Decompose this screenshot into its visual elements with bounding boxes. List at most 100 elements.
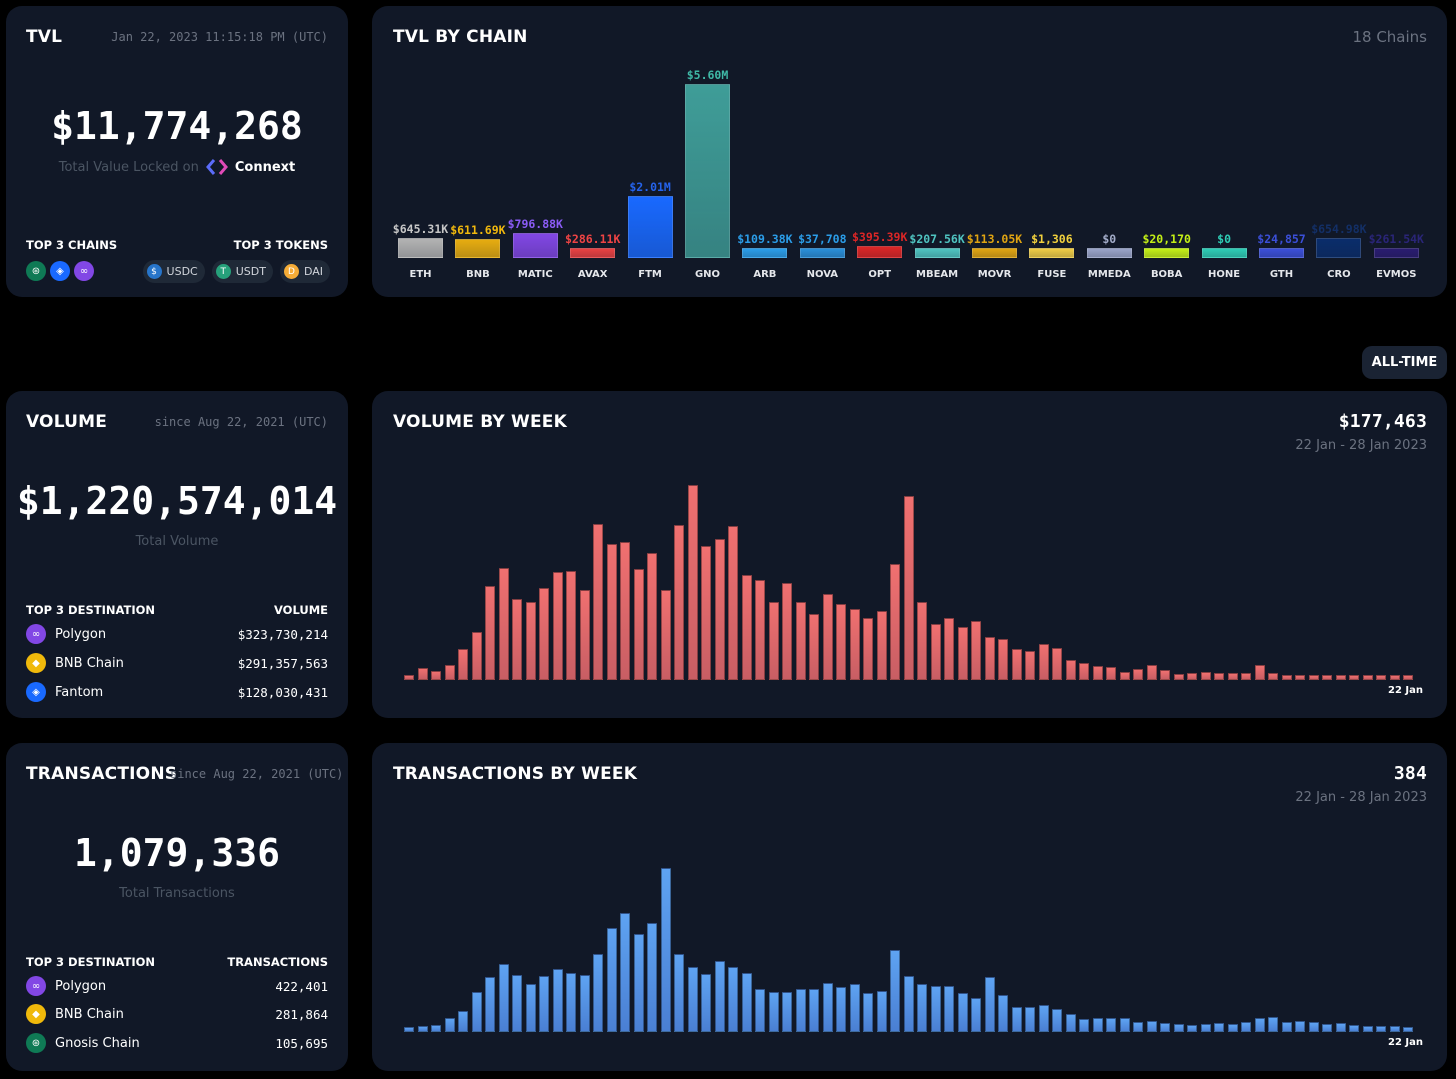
tx-week-bar[interactable] — [1146, 1021, 1157, 1032]
all-time-button[interactable]: ALL-TIME — [1362, 346, 1447, 379]
volume-week-bar[interactable] — [998, 639, 1008, 680]
volume-week-bar[interactable] — [1335, 675, 1346, 680]
chain-bar[interactable] — [685, 84, 730, 258]
tx-week-bar[interactable] — [1335, 1023, 1346, 1032]
volume-week-bar[interactable] — [1038, 644, 1049, 680]
volume-week-bar[interactable] — [971, 621, 981, 680]
tx-week-bar[interactable] — [1119, 1018, 1130, 1032]
tx-week-bar[interactable] — [1106, 1018, 1116, 1032]
volume-week-bar[interactable] — [620, 542, 630, 680]
tx-week-bar[interactable] — [579, 975, 590, 1032]
volume-week-bar[interactable] — [836, 604, 846, 680]
chain-bar[interactable] — [857, 245, 903, 258]
volume-week-bar[interactable] — [471, 632, 482, 680]
tx-week-bar[interactable] — [903, 976, 914, 1032]
tx-week-bar[interactable] — [606, 928, 617, 1032]
tx-week-bar[interactable] — [1065, 1014, 1076, 1032]
volume-week-bar[interactable] — [944, 618, 954, 680]
volume-week-bar[interactable] — [687, 485, 698, 680]
volume-week-bar[interactable] — [957, 627, 968, 680]
chain-bar[interactable] — [1259, 248, 1304, 258]
volume-week-bar[interactable] — [1025, 651, 1035, 680]
tx-week-bar[interactable] — [1349, 1025, 1359, 1032]
tx-week-bar[interactable] — [1038, 1005, 1049, 1032]
volume-week-bar[interactable] — [431, 671, 441, 680]
volume-week-bar[interactable] — [728, 526, 738, 680]
volume-week-bar[interactable] — [1173, 674, 1184, 680]
tx-week-bar[interactable] — [741, 973, 752, 1032]
volume-week-bar[interactable] — [930, 624, 941, 680]
volume-week-bar[interactable] — [863, 618, 873, 680]
tx-week-bar[interactable] — [674, 954, 684, 1032]
tx-week-bar[interactable] — [1308, 1022, 1319, 1032]
volume-week-bar[interactable] — [809, 614, 819, 680]
tx-week-bar[interactable] — [1200, 1024, 1211, 1032]
tx-week-bar[interactable] — [431, 1025, 441, 1032]
tx-week-bar[interactable] — [1227, 1024, 1238, 1032]
chain-bar[interactable] — [1373, 248, 1419, 258]
tx-week-bar[interactable] — [1025, 1007, 1035, 1032]
tx-week-bar[interactable] — [849, 984, 860, 1032]
volume-week-bar[interactable] — [552, 572, 563, 680]
tx-week-bar[interactable] — [498, 964, 509, 1032]
tx-week-bar[interactable] — [1281, 1022, 1292, 1032]
tx-week-bar[interactable] — [1092, 1018, 1103, 1032]
tx-week-bar[interactable] — [1403, 1027, 1413, 1032]
chain-bar[interactable] — [512, 233, 558, 258]
volume-week-bar[interactable] — [1133, 669, 1143, 680]
tx-week-bar[interactable] — [660, 868, 671, 1032]
volume-week-bar[interactable] — [1281, 675, 1292, 680]
chain-bar[interactable] — [1316, 237, 1362, 258]
tx-week-bar[interactable] — [1295, 1021, 1305, 1032]
volume-week-bar[interactable] — [849, 609, 860, 680]
tx-week-bar[interactable] — [1254, 1018, 1265, 1032]
chain-bar[interactable] — [1201, 248, 1247, 258]
tx-week-bar[interactable] — [957, 993, 968, 1032]
tx-week-bar[interactable] — [863, 993, 873, 1032]
tx-week-bar[interactable] — [1362, 1026, 1373, 1032]
tx-week-bar[interactable] — [525, 984, 536, 1032]
volume-week-bar[interactable] — [633, 569, 644, 680]
volume-week-bar[interactable] — [498, 568, 509, 680]
chain-bar[interactable] — [1029, 248, 1075, 258]
volume-week-bar[interactable] — [1214, 673, 1224, 680]
tx-week-bar[interactable] — [1173, 1024, 1184, 1032]
volume-week-bar[interactable] — [1106, 667, 1116, 680]
tx-week-bar[interactable] — [417, 1026, 428, 1032]
tx-week-bar[interactable] — [633, 934, 644, 1032]
tx-week-bar[interactable] — [1187, 1025, 1197, 1032]
chain-bar[interactable] — [570, 248, 616, 258]
volume-week-bar[interactable] — [1092, 666, 1103, 680]
volume-week-bar[interactable] — [755, 580, 765, 680]
tx-week-bar[interactable] — [917, 984, 927, 1032]
volume-week-bar[interactable] — [674, 525, 684, 680]
tx-week-bar[interactable] — [836, 987, 846, 1032]
tx-week-bar[interactable] — [687, 967, 698, 1032]
volume-week-bar[interactable] — [714, 539, 725, 680]
tx-week-bar[interactable] — [755, 989, 765, 1032]
volume-week-bar[interactable] — [512, 599, 522, 680]
volume-week-bar[interactable] — [660, 590, 671, 680]
volume-week-bar[interactable] — [1160, 670, 1170, 680]
volume-week-bar[interactable] — [1119, 672, 1130, 680]
tx-week-bar[interactable] — [1011, 1007, 1022, 1032]
volume-week-bar[interactable] — [1200, 672, 1211, 680]
volume-week-bar[interactable] — [984, 637, 995, 680]
volume-week-bar[interactable] — [1349, 675, 1359, 680]
volume-week-bar[interactable] — [444, 665, 455, 680]
volume-week-bar[interactable] — [782, 583, 792, 680]
tx-week-bar[interactable] — [930, 986, 941, 1032]
volume-week-bar[interactable] — [1403, 675, 1413, 680]
volume-week-bar[interactable] — [768, 602, 779, 680]
tx-week-bar[interactable] — [998, 995, 1008, 1032]
volume-week-bar[interactable] — [1011, 649, 1022, 680]
volume-week-bar[interactable] — [1322, 675, 1332, 680]
volume-week-bar[interactable] — [795, 602, 806, 680]
chain-bar[interactable] — [799, 248, 845, 258]
tx-week-bar[interactable] — [795, 989, 806, 1032]
volume-week-bar[interactable] — [917, 602, 927, 680]
volume-week-bar[interactable] — [876, 611, 887, 680]
tx-week-bar[interactable] — [944, 986, 954, 1032]
volume-week-bar[interactable] — [1065, 660, 1076, 680]
tx-week-bar[interactable] — [701, 974, 711, 1032]
